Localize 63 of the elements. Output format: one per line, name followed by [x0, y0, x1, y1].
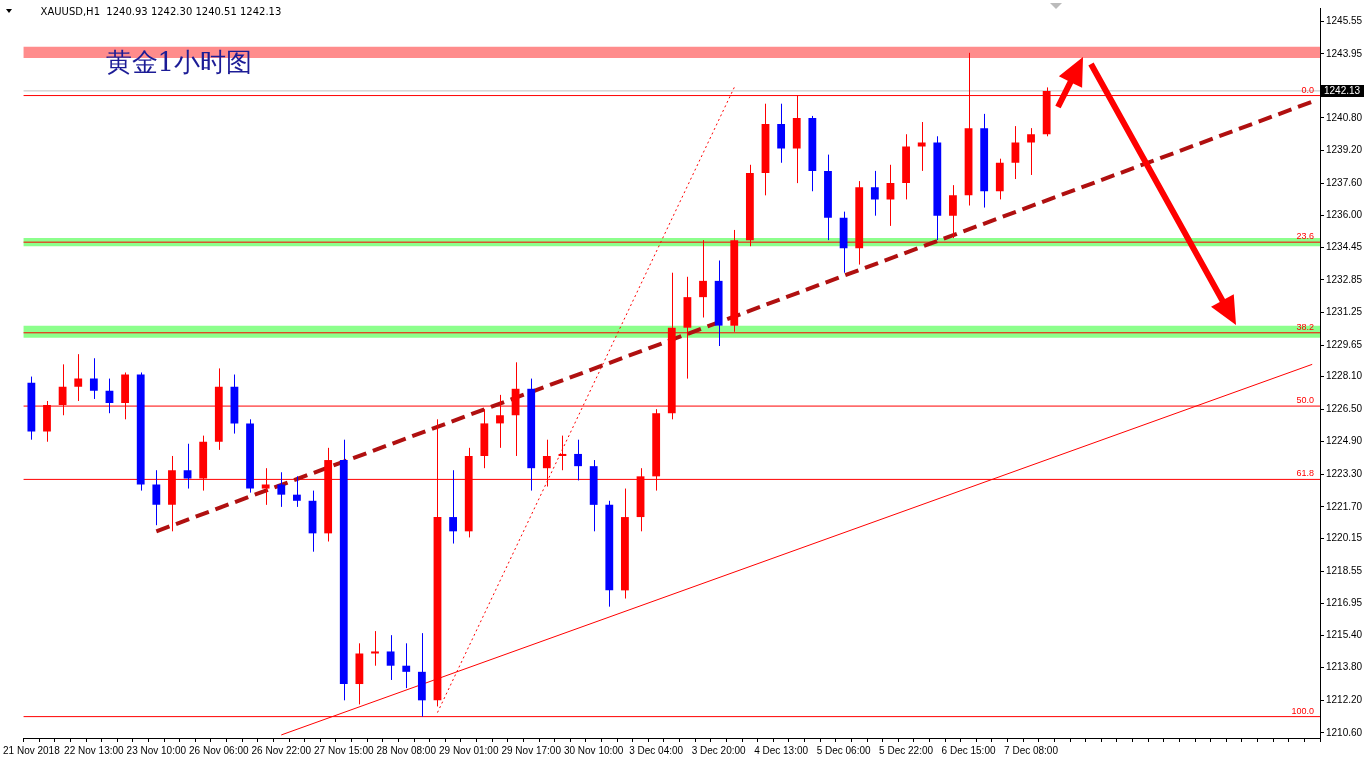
ref-line-label: 1242.13: [1324, 84, 1361, 96]
candlestick: [89, 357, 98, 400]
x-tick-label: 21 Nov 2018: [3, 744, 61, 756]
y-tick-label: 1216.95: [1326, 597, 1363, 609]
x-tick-label: 23 Nov 10:00: [126, 744, 187, 756]
y-tick-label: 1240.80: [1326, 111, 1363, 123]
candlestick: [293, 475, 301, 508]
y-tick-label: 1224.90: [1326, 435, 1363, 447]
candlestick: [574, 439, 582, 481]
y-tick-label: 1210.60: [1326, 726, 1363, 738]
candlestick: [949, 184, 957, 239]
candlestick: [152, 469, 161, 526]
annotation: 61.8: [1296, 468, 1314, 479]
annotation: 50.0: [1296, 395, 1314, 406]
x-tick-label: 4 Dec 13:00: [754, 744, 809, 756]
candlestick: [1011, 125, 1020, 180]
candlestick: [449, 469, 458, 545]
x-tick-label: 29 Nov 17:00: [501, 744, 562, 756]
y-tick-label: 1232.85: [1326, 273, 1363, 285]
x-tick-label: 26 Nov 22:00: [251, 744, 312, 756]
x-tick-label: 22 Nov 13:00: [64, 744, 125, 756]
y-tick-label: 1231.25: [1326, 306, 1363, 318]
text: 黄金1小时图: [105, 46, 253, 77]
y-tick-label: 1221.70: [1326, 500, 1363, 512]
y-tick-label: 1229.65: [1326, 338, 1363, 350]
x-tick-label: 6 Dec 15:00: [941, 744, 996, 756]
y-tick-label: 1215.40: [1326, 628, 1363, 640]
chart-subtitle: XAUUSD,H1 1240.93 1242.30 1240.51 1242.13: [40, 5, 282, 17]
x-tick-label: 5 Dec 22:00: [879, 744, 934, 756]
annotation: 100.0: [1291, 705, 1314, 716]
y-tick-label: 1223.30: [1326, 468, 1363, 480]
y-tick-label: 1245.55: [1326, 14, 1363, 26]
candlestick: [371, 630, 379, 667]
annotation: 0.0: [1301, 84, 1314, 95]
y-tick-label: 1228.10: [1326, 370, 1363, 382]
annotation: 38.2: [1296, 321, 1314, 332]
y-tick-label: 1243.95: [1326, 47, 1363, 59]
x-tick-label: 26 Nov 06:00: [189, 744, 249, 756]
candlestick: [386, 634, 395, 681]
x-tick-label: 5 Dec 06:00: [816, 744, 871, 756]
y-tick-label: 1213.80: [1326, 661, 1363, 673]
y-tick-label: 1239.20: [1326, 144, 1363, 156]
annotation: 23.6: [1296, 231, 1314, 242]
candlestick: [870, 170, 879, 217]
y-tick-label: 1234.45: [1326, 241, 1363, 253]
y-tick-label: 1236.00: [1326, 209, 1363, 221]
y-tick-label: 1220.15: [1326, 532, 1363, 544]
x-tick-label: 28 Nov 08:00: [376, 744, 437, 756]
y-tick-label: 1237.60: [1326, 176, 1363, 188]
x-tick-label: 3 Dec 20:00: [691, 744, 747, 756]
candlestick: [277, 471, 286, 508]
x-tick-label: 30 Nov 10:00: [563, 744, 624, 756]
x-tick-label: 29 Nov 01:00: [438, 744, 499, 756]
y-tick-label: 1226.50: [1326, 402, 1363, 414]
y-tick-label: 1218.55: [1326, 564, 1363, 576]
x-tick-label: 27 Nov 15:00: [314, 744, 374, 756]
candlestick: [917, 121, 926, 172]
candlestick: [402, 642, 411, 689]
candlestick: [1027, 127, 1035, 176]
candlestick: [74, 353, 83, 402]
x-tick-label: 3 Dec 04:00: [629, 744, 684, 756]
y-tick-label: 1212.20: [1326, 694, 1363, 706]
x-tick-label: 7 Dec 08:00: [1004, 744, 1059, 756]
